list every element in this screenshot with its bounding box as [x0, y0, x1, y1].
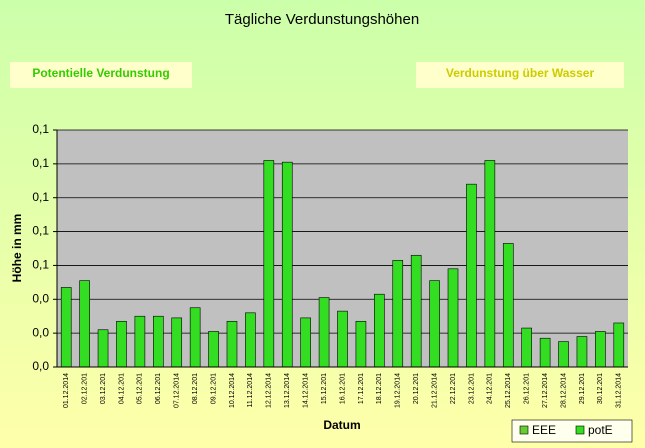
x-tick-label: 05.12.201 — [137, 373, 144, 404]
bar — [189, 307, 201, 368]
legend-label: EEE — [532, 423, 556, 437]
legend-swatch — [519, 425, 529, 435]
annotation: Verdunstung über Wasser — [446, 66, 595, 80]
x-tick-label: 21.12.2014 — [431, 373, 438, 408]
bar — [429, 280, 440, 368]
bar — [153, 315, 164, 368]
y-axis-label: Höhe in mm — [10, 214, 24, 283]
x-tick-label: 19.12.2014 — [395, 373, 402, 408]
x-tick-label: 20.12.201 — [413, 373, 420, 404]
bar — [374, 293, 385, 368]
bar — [208, 331, 219, 368]
x-tick-label: 01.12.2014 — [63, 373, 70, 408]
y-tick-label: 0,1 — [32, 190, 49, 204]
bar — [576, 336, 588, 368]
bar — [60, 287, 72, 368]
legend-swatch — [575, 425, 585, 435]
y-tick-label: 0,1 — [32, 224, 49, 238]
bar — [171, 317, 183, 368]
bar — [355, 320, 367, 368]
bar — [484, 160, 496, 368]
bar — [97, 329, 109, 368]
y-tick-label: 0,0 — [32, 325, 49, 339]
bar — [539, 337, 551, 368]
bar — [318, 297, 330, 368]
x-tick-label: 26.12.201 — [524, 373, 531, 404]
bar — [447, 268, 459, 368]
x-tick-label: 08.12.201 — [192, 373, 199, 404]
x-tick-label: 31.12.2014 — [616, 373, 623, 408]
x-tick-label: 17.12.201 — [358, 373, 365, 404]
x-tick-label: 07.12.2014 — [174, 373, 181, 408]
legend — [511, 419, 633, 443]
bar — [613, 322, 625, 368]
bar — [337, 310, 348, 368]
x-tick-label: 13.12.2014 — [284, 373, 291, 408]
bar — [410, 254, 422, 368]
bar — [521, 327, 532, 368]
bar — [595, 331, 606, 368]
annotation: Potentielle Verdunstung — [32, 66, 169, 80]
x-tick-label: 23.12.201 — [468, 373, 475, 404]
x-tick-label: 14.12.2014 — [303, 373, 310, 408]
bar — [558, 341, 569, 368]
bar — [116, 320, 127, 368]
chart-title: Tägliche Verdunstungshöhen — [225, 11, 419, 28]
y-tick-label: 0,1 — [32, 258, 49, 272]
x-tick-label: 18.12.201 — [376, 373, 383, 404]
x-tick-label: 16.12.201 — [339, 373, 346, 404]
bar — [79, 280, 90, 368]
x-tick-label: 10.12.2014 — [229, 373, 236, 408]
bar — [300, 317, 311, 368]
y-tick-label: 0,1 — [32, 156, 49, 170]
bar — [392, 260, 404, 368]
x-tick-label: 12.12.2014 — [266, 373, 273, 408]
x-tick-label: 30.12.201 — [597, 373, 604, 404]
y-tick-label: 0,0 — [32, 359, 49, 373]
bar — [502, 243, 514, 368]
x-tick-label: 27.12.2014 — [542, 373, 549, 408]
x-tick-label: 02.12.201 — [81, 373, 88, 404]
x-tick-label: 24.12.201 — [487, 373, 494, 404]
bar — [245, 312, 256, 368]
x-tick-label: 15.12.201 — [321, 373, 328, 404]
x-tick-label: 25.12.2014 — [505, 373, 512, 408]
legend-label: potE — [588, 423, 613, 437]
bar — [226, 320, 238, 368]
x-tick-label: 28.12.2014 — [560, 373, 567, 408]
x-tick-label: 22.12.201 — [450, 373, 457, 404]
x-tick-label: 29.12.201 — [579, 373, 586, 404]
x-tick-label: 11.12.2014 — [247, 373, 254, 408]
annotation-box — [10, 62, 192, 88]
bar — [263, 160, 275, 368]
bar — [134, 315, 146, 368]
bar — [281, 161, 293, 368]
bar — [466, 183, 477, 368]
x-tick-label: 03.12.201 — [100, 373, 107, 404]
x-tick-label: 09.12.201 — [210, 373, 217, 404]
y-tick-label: 0,1 — [32, 122, 49, 136]
x-axis-label: Datum — [323, 418, 360, 432]
y-tick-label: 0,0 — [32, 291, 49, 305]
x-tick-label: 06.12.201 — [155, 373, 162, 404]
x-tick-label: 04.12.201 — [118, 373, 125, 404]
annotation-box — [416, 62, 624, 88]
